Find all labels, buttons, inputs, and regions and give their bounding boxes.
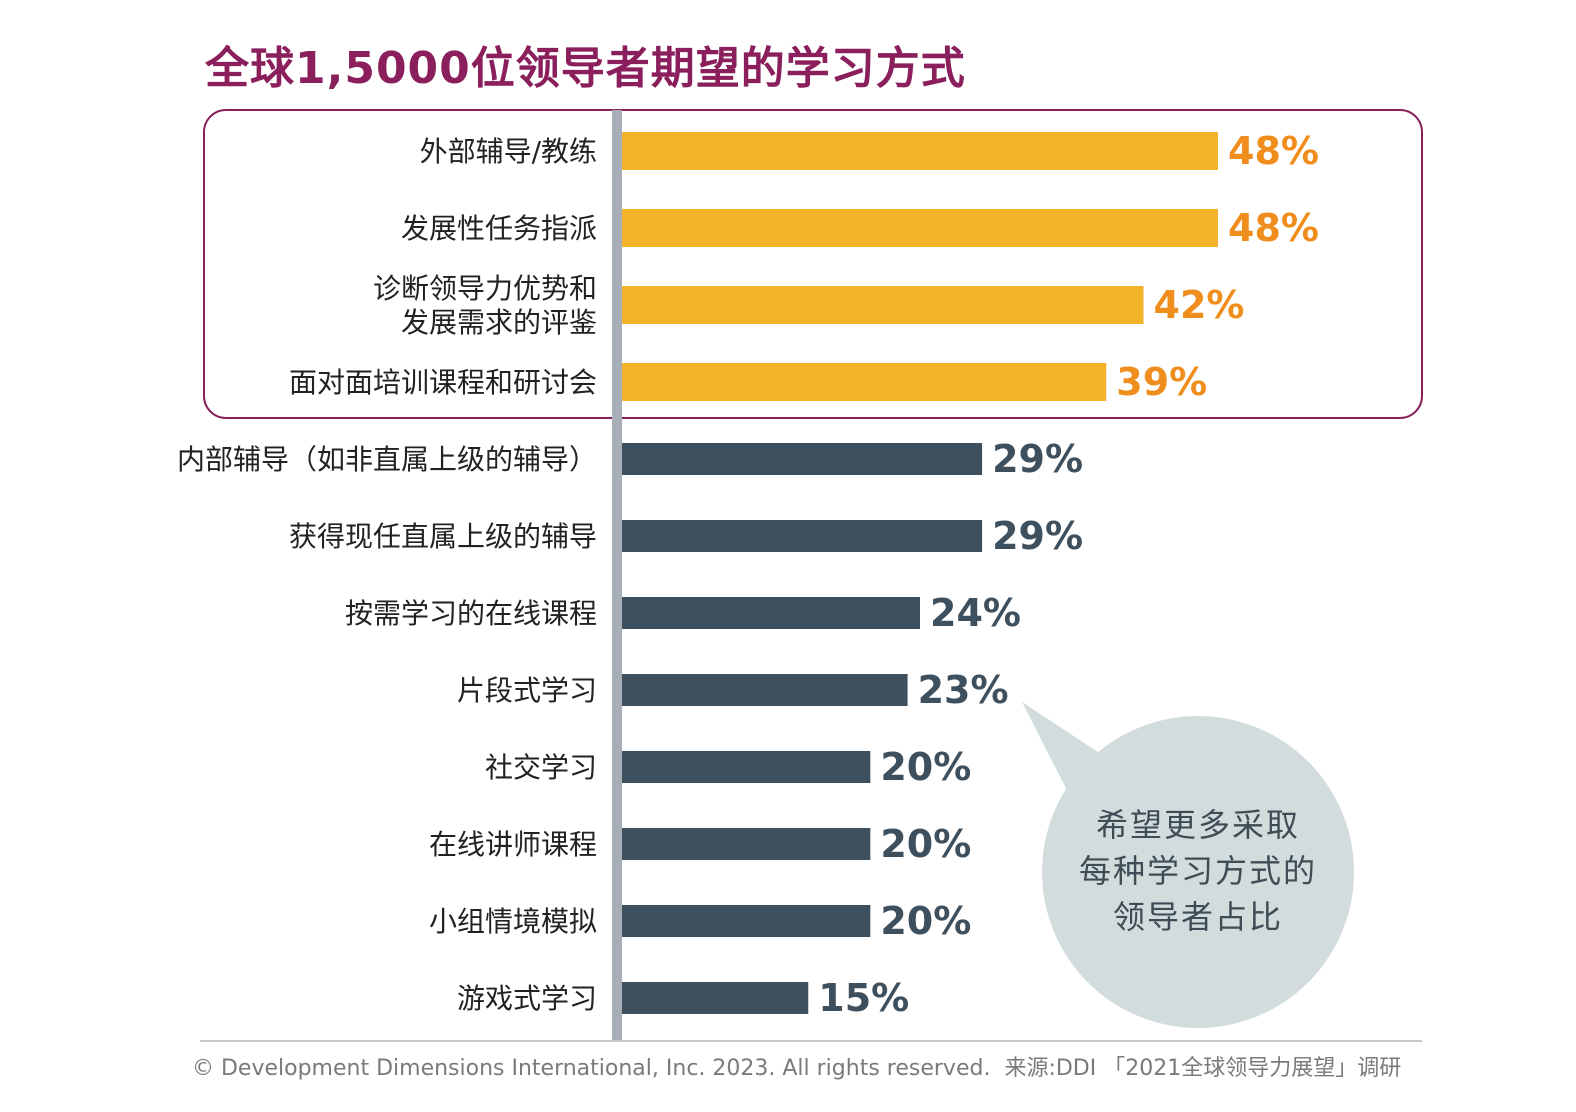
category-label: 游戏式学习 [457,982,597,1015]
bar [622,286,1144,324]
bar [622,209,1218,247]
category-label: 在线讲师课程 [429,828,597,861]
category-label: 诊断领导力优势和 [373,272,597,305]
chart-title: 全球1,5000位领导者期望的学习方式 [205,43,966,94]
source-text: 来源:DDI 「2021全球领导力展望」调研 [1004,1056,1402,1081]
category-label: 内部辅导（如非直属上级的辅导） [177,443,597,476]
callout-text: 希望更多采取 每种学习方式的 领导者占比 [1058,802,1338,940]
category-label: 片段式学习 [457,674,597,707]
footer-divider [200,1040,1422,1042]
category-label: 发展性任务指派 [401,212,597,245]
category-label: 小组情境模拟 [429,905,597,938]
category-label: 面对面培训课程和研讨会 [289,366,597,399]
value-label: 24% [930,591,1021,635]
value-label: 29% [992,437,1083,481]
value-label: 48% [1228,206,1319,250]
category-label: 发展需求的评鉴 [401,306,597,339]
value-label: 20% [880,899,971,943]
bar [622,597,920,629]
bar [622,828,871,860]
callout-line: 领导者占比 [1112,898,1283,936]
bar [622,363,1107,401]
copyright-text: © Development Dimensions International, … [192,1056,991,1081]
bar [622,982,809,1014]
value-label: 23% [918,668,1009,712]
value-label: 39% [1116,360,1207,404]
value-label: 15% [818,976,909,1020]
category-label: 外部辅导/教练 [420,135,597,168]
footer: © Development Dimensions International, … [192,1050,1401,1082]
value-label: 29% [992,514,1083,558]
bar [622,674,908,706]
category-axis [612,110,622,1042]
category-label: 社交学习 [485,751,597,784]
bar [622,905,871,937]
category-label: 获得现任直属上级的辅导 [289,520,597,553]
bar [622,751,871,783]
bar [622,443,983,475]
category-label: 按需学习的在线课程 [345,597,597,630]
value-label: 42% [1154,283,1245,327]
value-label: 20% [880,745,971,789]
value-label: 48% [1228,129,1319,173]
highlight-frame [203,109,1423,419]
callout-bubble [1042,716,1354,1028]
callout-line: 每种学习方式的 [1078,852,1317,890]
bar [622,132,1218,170]
bar [622,520,983,552]
value-label: 20% [880,822,971,866]
callout-line: 希望更多采取 [1095,806,1300,844]
